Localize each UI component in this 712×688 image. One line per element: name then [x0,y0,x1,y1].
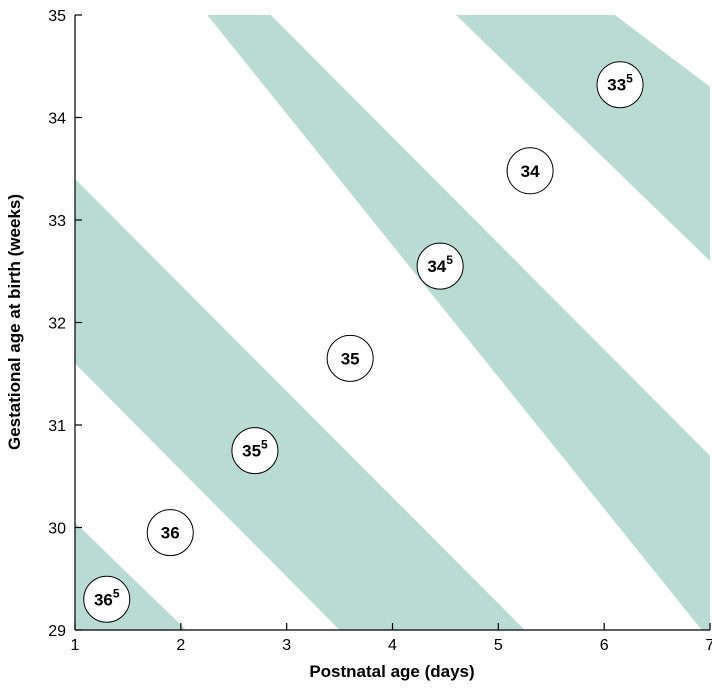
zone-label-superscript: 5 [113,586,120,600]
zone-label: 335 [607,72,633,95]
zone-marker: 36 [146,509,194,557]
y-tick-label: 33 [48,213,66,230]
zone-circle [146,509,194,557]
band-4 [456,15,710,261]
zone-label: 355 [242,438,268,461]
y-tick-label: 29 [48,623,66,640]
zone-label-superscript: 5 [626,72,633,86]
x-tick-label: 5 [494,637,503,654]
zone-label-superscript: 5 [261,438,268,452]
zone-circle [231,427,279,475]
x-tick-label: 7 [706,637,712,654]
x-tick-label: 1 [71,637,80,654]
zone-circle [326,334,374,382]
zone-marker: 35 [326,334,374,382]
zone-label: 35 [341,349,360,368]
band-2 [75,179,525,630]
zone-label-base: 33 [607,76,626,95]
zone-label: 365 [94,586,120,609]
zone-label: 34 [521,162,540,181]
zone-label-base: 34 [521,162,540,181]
zone-marker: 335 [596,61,644,109]
zone-circle [416,242,464,290]
zone-circle [506,147,554,195]
y-tick-label: 35 [48,8,66,25]
zone-circle [83,575,131,623]
y-axis-label: Gestational age at birth (weeks) [5,194,24,450]
zone-marker: 34 [506,147,554,195]
x-axis-label: Postnatal age (days) [309,662,474,681]
zone-label-superscript: 5 [446,253,453,267]
band-3 [207,15,710,630]
zone-marker: 355 [231,427,279,475]
y-tick-label: 30 [48,521,66,538]
zone-marker: 345 [416,242,464,290]
zone-circle [596,61,644,109]
y-tick-label: 31 [48,418,66,435]
x-tick-label: 6 [600,637,609,654]
y-tick-label: 34 [48,111,66,128]
x-tick-label: 4 [388,637,397,654]
zone-label-base: 34 [427,257,446,276]
zone-label-base: 35 [242,442,261,461]
zone-label: 345 [427,253,453,276]
x-tick-label: 3 [282,637,291,654]
zone-marker: 365 [83,575,131,623]
zone-label-base: 36 [161,524,180,543]
band-layer [75,15,710,630]
zone-label-base: 36 [94,590,113,609]
zone-label: 36 [161,524,180,543]
zone-label-base: 35 [341,349,360,368]
y-tick-label: 32 [48,316,66,333]
x-tick-label: 2 [176,637,185,654]
